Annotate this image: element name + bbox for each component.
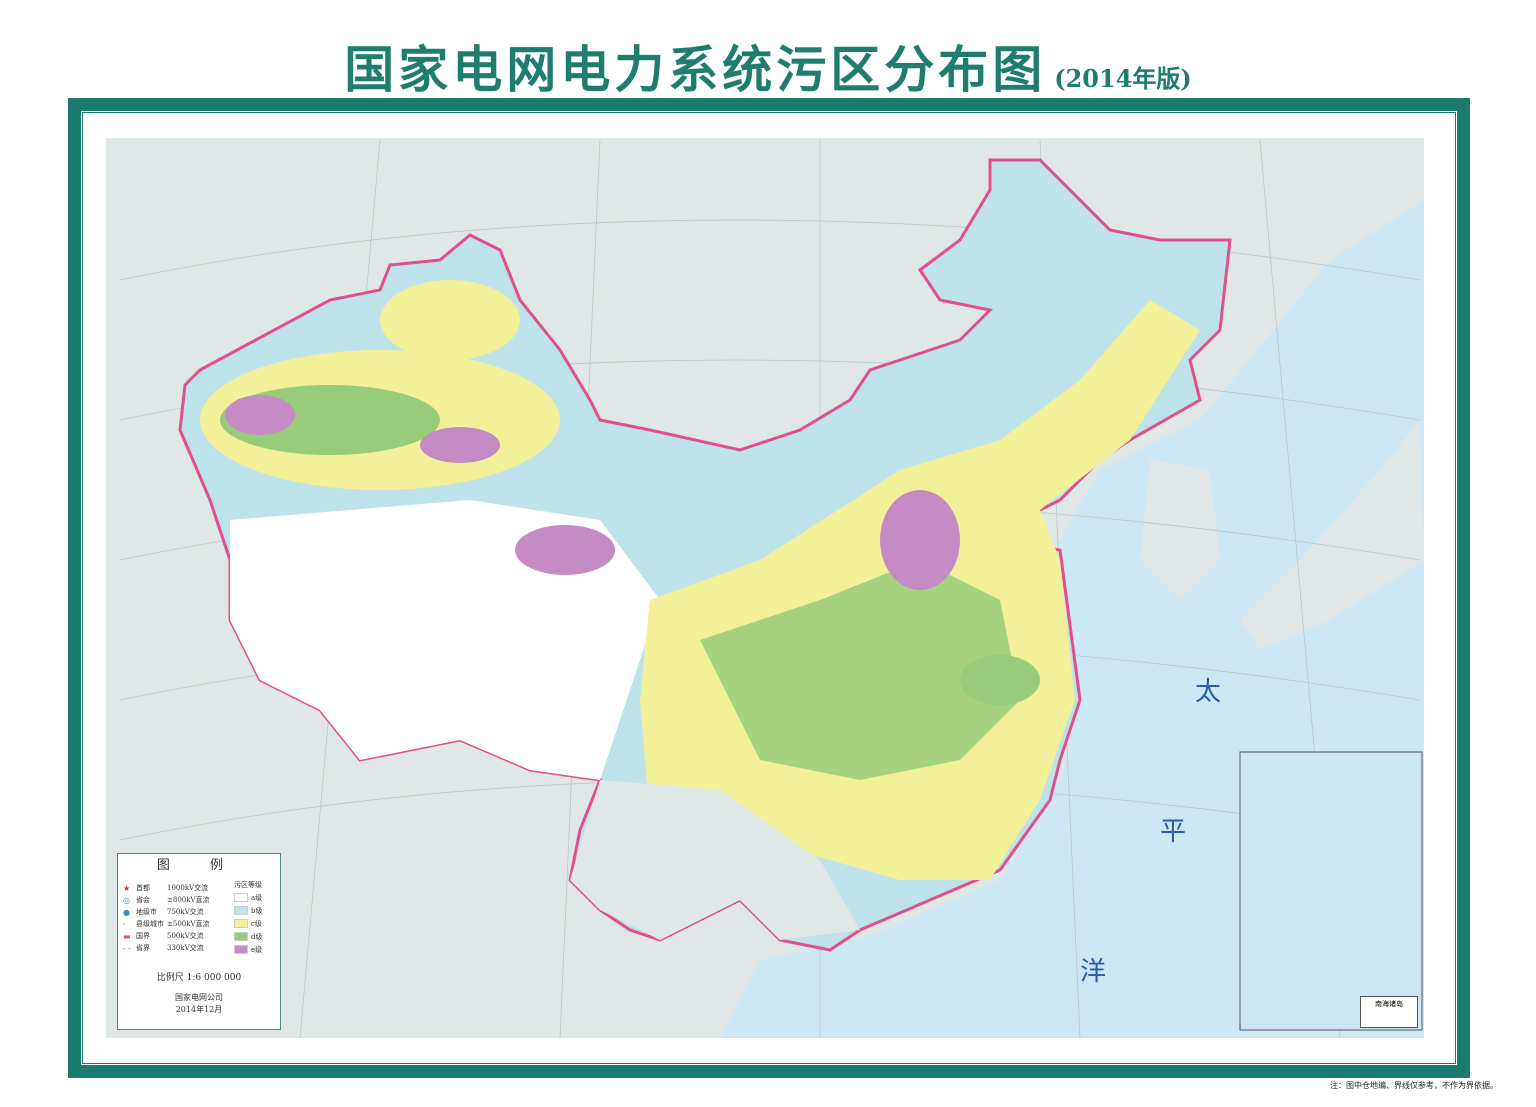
legend-line-label: ±800kV直流	[167, 896, 210, 904]
star-icon: ★	[123, 883, 131, 893]
small-dot-icon: ·	[123, 919, 126, 929]
title-main: 国家电网电力系统污区分布图	[344, 40, 1047, 99]
national-border-icon: ▬	[123, 931, 131, 941]
ocean-label: 太	[1195, 677, 1221, 707]
ocean-label: 平	[1160, 817, 1186, 847]
legend-row: - - 省界 330kV交流	[123, 942, 227, 954]
grade-label: c级	[251, 919, 262, 928]
grade-swatch	[234, 932, 248, 941]
grade-e-region	[880, 490, 960, 590]
legend-line-label: 750kV交流	[167, 908, 204, 916]
inset-label: 南海诸岛	[1360, 996, 1418, 1028]
grade-swatch	[234, 893, 248, 902]
inset-label-text: 南海诸岛	[1375, 1000, 1403, 1008]
grade-swatch	[234, 906, 248, 915]
legend-label: 省会	[136, 896, 150, 904]
grade-title: 污区等级	[234, 880, 262, 889]
provincial-border-icon: - -	[123, 943, 131, 953]
date: 2014年12月	[175, 1005, 223, 1014]
grade-d-region	[960, 655, 1040, 705]
grade-label: e级	[251, 945, 263, 954]
ocean-label: 洋	[1080, 957, 1106, 987]
scale-text: 比例尺 1:6 000 000	[156, 973, 242, 983]
legend-label: 县级城市	[136, 920, 164, 928]
legend-line-label: ±500kV直流	[167, 920, 210, 928]
legend-row: ● 地级市 750kV交流	[123, 906, 227, 918]
grade-c-region	[380, 280, 520, 360]
grade-e-region	[225, 395, 295, 435]
organization: 国家电网公司	[175, 993, 223, 1002]
grade-row: c级	[234, 917, 276, 930]
symbol-legend: ★ 首都 1000kV交流 ◎ 省会 ±800kV直流 ● 地级市 750kV交流 · 县级城市 ±5…	[123, 882, 227, 954]
grade-e-region	[515, 525, 615, 575]
japan	[1240, 420, 1424, 650]
circle-icon: ◎	[123, 895, 130, 905]
legend-label: 地级市	[136, 908, 157, 916]
legend: 图 例 ★ 首都 1000kV交流 ◎ 省会 ±800kV直流 ● 地级市 750kV交流 · 县级…	[117, 853, 281, 1030]
grade-label: a级	[251, 893, 263, 902]
grade-row: d级	[234, 930, 276, 943]
footnote: 注：图中仓地编、界线仅参考，不作为界依据。	[1330, 1081, 1498, 1090]
map-title: 国家电网电力系统污区分布图 (2014年版)	[0, 30, 1536, 102]
legend-row: ★ 首都 1000kV交流	[123, 882, 227, 894]
legend-title: 图 例	[156, 858, 242, 873]
legend-row: ▬ 国界 500kV交流	[123, 930, 227, 942]
grade-legend: 污区等级 a级 b级 c级 d级 e级	[234, 878, 276, 956]
legend-line-label: 500kV交流	[167, 932, 204, 940]
grade-swatch	[234, 945, 248, 954]
legend-row: · 县级城市 ±500kV直流	[123, 918, 227, 930]
grade-swatch	[234, 919, 248, 928]
legend-line-label: 1000kV交流	[167, 884, 209, 892]
grade-row: a级	[234, 891, 276, 904]
korea	[1140, 460, 1220, 600]
southern-grid-area	[570, 780, 860, 940]
grade-label: b级	[251, 906, 263, 915]
map-canvas: 太 平 洋	[106, 138, 1424, 1038]
title-edition: (2014年版)	[1054, 64, 1192, 93]
legend-row: ◎ 省会 ±800kV直流	[123, 894, 227, 906]
dot-icon: ●	[123, 907, 130, 917]
grade-d-region	[700, 560, 1020, 780]
south-china-sea-inset	[1239, 751, 1423, 1031]
legend-label: 国界	[136, 932, 150, 940]
grade-e-region	[420, 427, 500, 463]
legend-label: 首都	[136, 884, 150, 892]
grade-row: e级	[234, 943, 276, 956]
legend-line-label: 330kV交流	[167, 944, 204, 952]
grade-row: b级	[234, 904, 276, 917]
grade-label: d级	[251, 932, 263, 941]
legend-label: 省界	[136, 944, 150, 952]
